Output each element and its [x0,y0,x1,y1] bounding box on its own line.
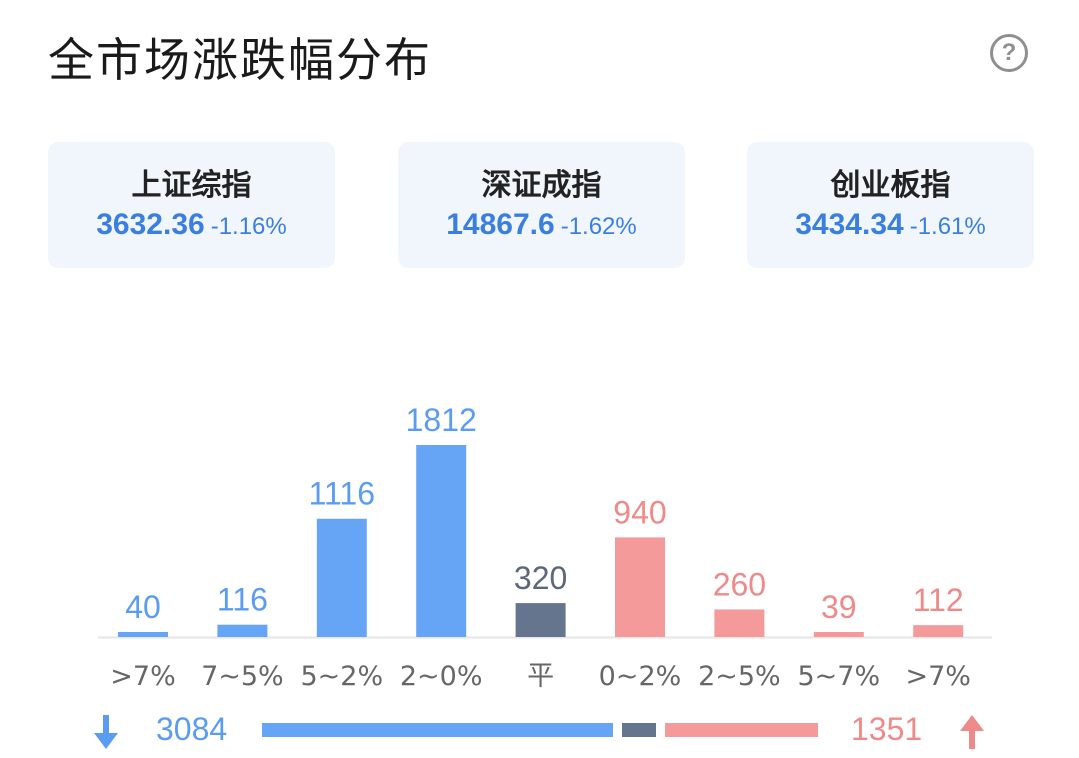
index-value-row: 3434.34 -1.61% [747,208,1034,242]
chart-bar[interactable] [118,632,168,637]
arrow-down-icon [94,715,118,749]
index-value-row: 14867.6 -1.62% [398,208,685,242]
chart-category-label: 0~2% [599,661,682,692]
chart-category-label: 7~5% [201,661,284,692]
page-title: 全市场涨跌幅分布 [48,33,432,87]
chart-category-label: 2~5% [698,661,781,692]
chart-category-label: >7% [110,661,175,692]
index-change: -1.61% [909,213,986,240]
chart-value-label: 1116 [309,476,375,512]
chart-bar[interactable] [217,624,268,637]
flat-ratio-bar [622,723,656,737]
index-name: 上证综指 [131,168,252,203]
chart-bar[interactable] [813,632,864,637]
index-value: 14867.6 [446,208,555,241]
chart-category-label: 2~0% [400,661,483,692]
chart-value-label: 260 [713,566,766,602]
index-name: 创业板指 [830,168,951,203]
chart-bar[interactable] [316,518,367,637]
chart-bar[interactable] [913,625,964,637]
chart-bar[interactable] [515,603,566,637]
index-card-shanghai[interactable]: 上证综指 3632.36 -1.16% [48,142,335,268]
down-count: 3084 [156,711,228,747]
down-ratio-bar [262,723,613,737]
chart-bar[interactable] [714,609,765,637]
up-down-summary: 3084 1351 [0,705,1079,755]
chart-value-label: 39 [821,589,857,625]
arrow-up-icon [960,715,984,749]
chart-bar[interactable] [416,445,467,637]
index-change: -1.16% [210,213,287,240]
chart-value-label: 40 [125,589,161,625]
chart-value-label: 116 [217,582,268,618]
up-ratio-bar [665,723,818,737]
chart-value-label: 1812 [406,402,477,438]
question-circle-icon[interactable]: ? [990,34,1028,72]
index-card-shenzhen[interactable]: 深证成指 14867.6 -1.62% [398,142,685,268]
index-value-row: 3632.36 -1.16% [48,208,335,242]
chart-bar[interactable] [615,537,665,637]
index-value: 3434.34 [795,208,904,241]
chart-value-label: 320 [514,560,567,596]
chart-category-label: 5~2% [300,661,383,692]
index-change: -1.62% [560,213,637,240]
chart-value-label: 940 [613,494,666,530]
chart-category-label: >7% [905,661,970,692]
index-value: 3632.36 [96,208,205,241]
chart-category-label: 5~7% [797,661,880,692]
chart-category-label: 平 [527,661,554,692]
distribution-chart: 40 >7% 116 7~5% 1116 5~2% 1812 2~0% 320 平 940 0~2% 2… [98,402,992,692]
index-cards: 上证综指 3632.36 -1.16% 深证成指 14867.6 -1.62% 创业… [48,142,1034,268]
index-name: 深证成指 [481,168,602,203]
up-count: 1351 [851,711,923,747]
chart-value-label: 112 [913,582,964,618]
index-card-chinext[interactable]: 创业板指 3434.34 -1.61% [747,142,1034,268]
